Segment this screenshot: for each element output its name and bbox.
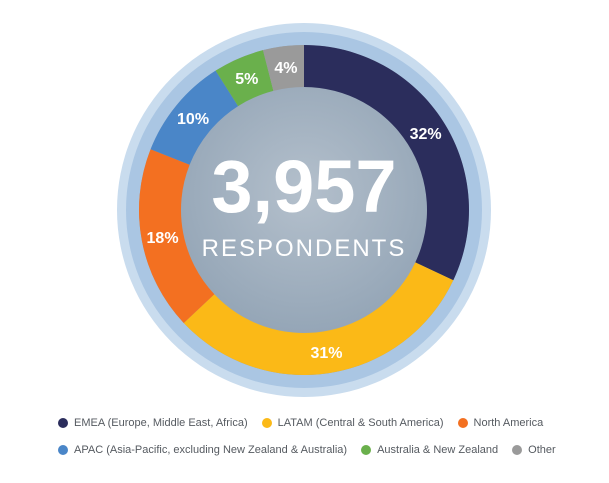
- respondent-count: 3,957: [211, 145, 396, 228]
- legend-swatch-1: [261, 418, 272, 428]
- slice-label-0: 32%: [410, 126, 442, 143]
- donut-chart: 32% 31% 18% 10% 5% 4% 3,957 RESPONDENTS: [117, 23, 491, 397]
- legend-item-4: Australia & New Zealand: [361, 444, 498, 456]
- slice-3: [150, 70, 239, 165]
- legend-item-1: LATAM (Central & South America): [261, 417, 444, 429]
- legend-row-2: APAC (Asia-Pacific, excluding New Zealan…: [58, 444, 598, 456]
- respondents-label: RESPONDENTS: [202, 235, 407, 262]
- legend-item-3: APAC (Asia-Pacific, excluding New Zealan…: [58, 444, 347, 456]
- slice-2: [138, 149, 215, 323]
- legend-item-0: EMEA (Europe, Middle East, Africa): [58, 417, 248, 429]
- legend-item-5: Other: [512, 444, 556, 456]
- legend-swatch-4: [361, 445, 372, 455]
- legend-row-1: EMEA (Europe, Middle East, Africa) LATAM …: [58, 417, 598, 429]
- slice-label-2: 18%: [147, 230, 179, 247]
- slice-1: [183, 262, 454, 375]
- slice-5: [262, 45, 304, 91]
- legend-label-2: North America: [473, 417, 544, 429]
- legend-item-2: North America: [457, 417, 544, 429]
- donut-chart-svg: 32% 31% 18% 10% 5% 4% 3,957 RESPONDENTS: [117, 23, 491, 397]
- slice-0: [304, 45, 469, 281]
- legend-swatch-0: [58, 418, 68, 428]
- slice-label-3: 10%: [177, 111, 209, 128]
- slice-4: [215, 50, 274, 107]
- legend-label-5: Other: [528, 444, 556, 456]
- slice-label-5: 4%: [274, 60, 297, 77]
- legend-label-3: APAC (Asia-Pacific, excluding New Zealan…: [74, 444, 348, 456]
- legend-swatch-3: [58, 445, 68, 455]
- legend-swatch-5: [512, 445, 523, 455]
- legend-label-0: EMEA (Europe, Middle East, Africa): [74, 417, 248, 429]
- legend-label-4: Australia & New Zealand: [377, 444, 499, 456]
- legend-swatch-2: [457, 418, 468, 428]
- legend-label-1: LATAM (Central & South America): [277, 417, 444, 429]
- texture-background: [139, 45, 469, 375]
- slice-label-4: 5%: [235, 71, 258, 88]
- slice-label-1: 31%: [311, 345, 343, 362]
